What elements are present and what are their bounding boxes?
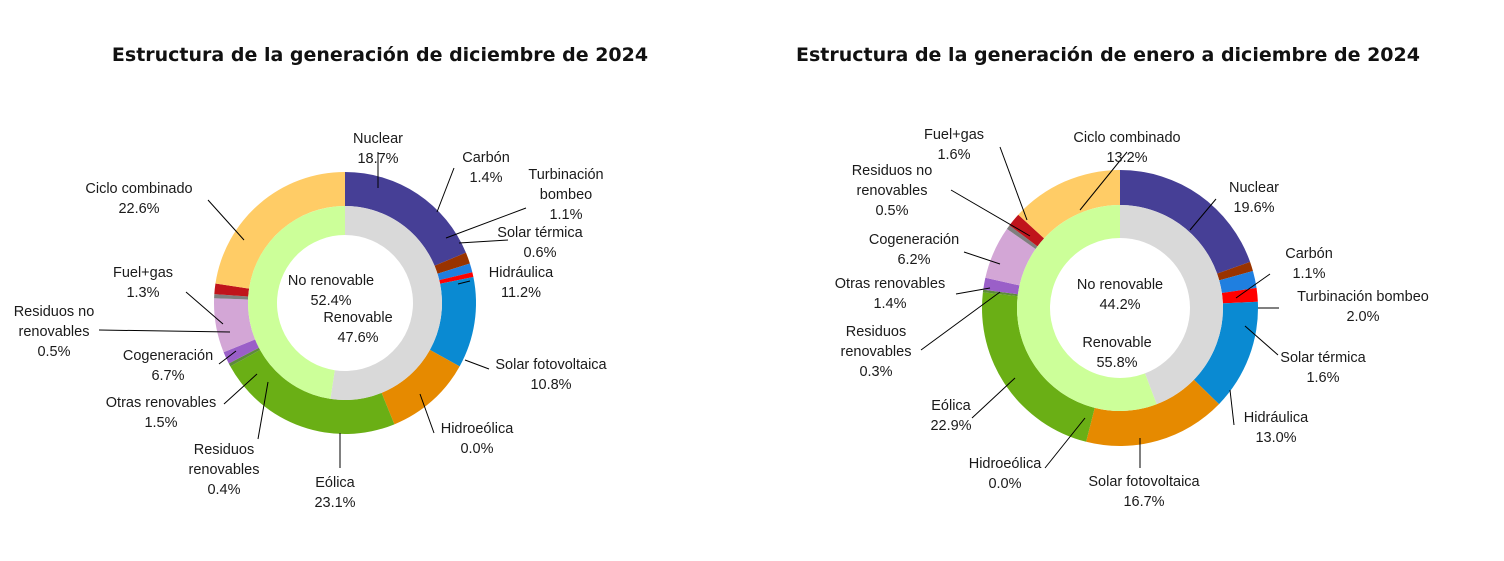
leader-line-hidraulica <box>457 280 471 285</box>
data-label-carbon: Carbón 1.1% <box>1285 246 1333 282</box>
inner-slice-renovable <box>248 206 345 399</box>
leader-line-ciclo-combinado <box>1079 151 1128 211</box>
leader-line-residuos-no-renovables <box>98 329 231 333</box>
data-label-hidroeolica: Hidroeólica 0.0% <box>969 456 1042 492</box>
leader-line-residuos-renovables <box>920 291 1001 351</box>
data-label-otras-renovables: Otras renovables 1.5% <box>106 395 216 431</box>
data-label-solar-fotovoltaica: Solar fotovoltaica 10.8% <box>495 357 607 393</box>
outer-slice-cogeneracion <box>985 228 1036 286</box>
outer-slice-eolica <box>230 349 395 435</box>
data-label-residuos-renovables: Residuos renovables 0.3% <box>841 324 912 380</box>
data-label-turbinacion-bombeo: Turbinación bombeo 1.1% <box>528 167 603 223</box>
inner-slice-no-renovable <box>1120 205 1223 405</box>
leader-line-hidroeolica <box>419 393 435 434</box>
leader-line-fuel-gas <box>999 146 1028 221</box>
data-label-otras-renovables: Otras renovables 1.4% <box>835 276 945 312</box>
outer-slice-residuos-renovables <box>228 347 261 367</box>
leader-line-carbon <box>1235 273 1271 299</box>
data-label-hidroeolica: Hidroeólica 0.0% <box>441 421 514 457</box>
leader-line-nuclear <box>1189 198 1217 231</box>
data-label-fuel-gas: Fuel+gas 1.3% <box>113 265 173 301</box>
data-label-nuclear: Nuclear 19.6% <box>1229 180 1279 216</box>
inner-slice-no-renovable <box>330 206 443 401</box>
chart-title: Estructura de la generación de diciembre… <box>112 44 648 66</box>
data-label-no-renovable: No renovable 52.4% <box>288 273 374 309</box>
outer-slice-solar-fotovoltaica <box>381 349 460 425</box>
data-label-solar-termica: Solar térmica 1.6% <box>1280 350 1366 386</box>
outer-slice-residuos-no-renovables <box>214 294 249 300</box>
data-label-ciclo-combinado: Ciclo combinado 13.2% <box>1073 130 1180 166</box>
outer-slice-residuos-no-renovables <box>1006 225 1038 249</box>
data-label-residuos-no-renovables: Residuos no renovables 0.5% <box>14 304 95 360</box>
data-label-turbinacion-bombeo: Turbinación bombeo 2.0% <box>1297 289 1429 325</box>
leader-line-otras-renovables <box>223 373 258 405</box>
outer-slice-turbinacion-bombeo <box>1219 270 1257 294</box>
data-label-eolica: Eólica 22.9% <box>930 398 971 434</box>
outer-slice-eolica <box>982 292 1095 442</box>
outer-slice-turbinacion-bombeo <box>437 263 473 281</box>
outer-slice-nuclear <box>345 172 466 266</box>
outer-slice-solar-termica <box>439 272 474 284</box>
outer-slice-carbon <box>1217 261 1253 281</box>
data-label-no-renovable: No renovable 44.2% <box>1077 277 1163 313</box>
outer-slice-otras-renovables <box>223 339 259 364</box>
chart-january-december-2024: Estructura de la generación de enero a d… <box>796 44 1429 510</box>
data-label-eolica: Eólica 23.1% <box>314 475 355 511</box>
data-label-residuos-no-renovables: Residuos no renovables 0.5% <box>852 163 933 219</box>
outer-slice-otras-renovables <box>983 277 1020 295</box>
chart-december-2024: Estructura de la generación de diciembre… <box>14 44 648 511</box>
data-label-residuos-renovables: Residuos renovables 0.4% <box>189 442 260 498</box>
outer-slice-residuos-renovables <box>982 289 1018 297</box>
leader-line-ciclo-combinado <box>207 199 245 241</box>
leader-line-cogeneracion <box>218 350 237 365</box>
inner-slice-renovable <box>1016 205 1157 412</box>
data-label-carbon: Carbón 1.4% <box>462 150 510 186</box>
outer-slice-cogeneracion <box>214 298 256 353</box>
leader-line-solar-fotovoltaica <box>464 359 490 370</box>
chart-title: Estructura de la generación de enero a d… <box>796 44 1420 66</box>
leader-line-hidraulica <box>1229 389 1235 426</box>
data-label-ciclo-combinado: Ciclo combinado 22.6% <box>85 181 192 217</box>
outer-slice-nuclear <box>1120 170 1251 274</box>
leader-line-residuos-renovables <box>257 381 269 440</box>
leader-line-solar-termica <box>1244 325 1279 356</box>
leader-line-cogeneracion <box>963 251 1001 265</box>
data-label-renovable: Renovable 47.6% <box>323 310 392 346</box>
outer-slice-ciclo-combinado <box>215 172 345 289</box>
outer-slice-ciclo-combinado <box>1018 170 1120 239</box>
leader-line-otras-renovables <box>955 287 991 295</box>
data-label-hidraulica: Hidráulica 13.0% <box>1244 410 1309 446</box>
leader-line-carbon <box>436 167 455 213</box>
leader-line-residuos-no-renovables <box>950 189 1031 237</box>
data-label-solar-fotovoltaica: Solar fotovoltaica 16.7% <box>1088 474 1200 510</box>
leader-line-solar-termica <box>458 239 509 244</box>
data-label-cogeneracion: Cogeneración 6.7% <box>123 348 213 384</box>
leader-line-turbinacion-bombeo <box>445 207 527 239</box>
outer-slice-carbon <box>434 252 470 274</box>
leader-line-hidroeolica <box>1044 417 1086 469</box>
data-label-cogeneracion: Cogeneración 6.2% <box>869 232 959 268</box>
outer-slice-hidraulica <box>1193 301 1258 405</box>
data-label-fuel-gas: Fuel+gas 1.6% <box>924 127 984 163</box>
outer-slice-hidraulica <box>429 277 476 367</box>
data-label-renovable: Renovable 55.8% <box>1082 335 1151 371</box>
leader-line-fuel-gas <box>185 291 224 325</box>
data-label-hidraulica: Hidráulica 11.2% <box>489 265 554 301</box>
outer-slice-fuel-gas <box>1009 214 1045 247</box>
leader-line-eolica <box>971 377 1016 419</box>
outer-slice-solar-fotovoltaica <box>1086 379 1220 446</box>
outer-slice-fuel-gas <box>214 283 250 297</box>
data-label-nuclear: Nuclear 18.7% <box>353 131 403 167</box>
data-label-solar-termica: Solar térmica 0.6% <box>497 225 583 261</box>
